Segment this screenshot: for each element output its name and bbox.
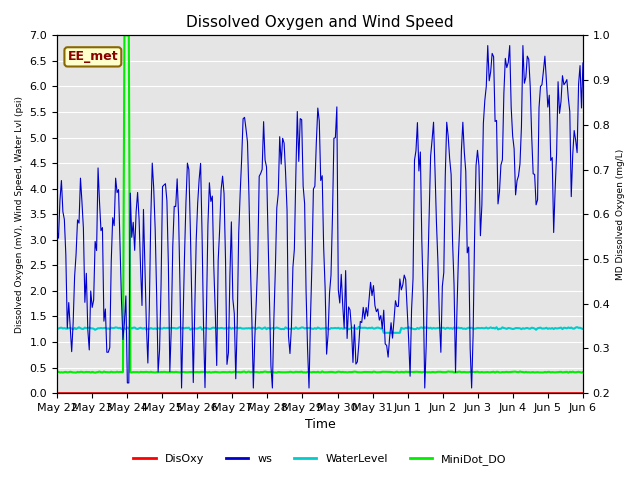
Y-axis label: MD Dissolved Oxygen (mg/L): MD Dissolved Oxygen (mg/L) [616, 149, 625, 280]
X-axis label: Time: Time [305, 419, 335, 432]
Y-axis label: Dissolved Oxygen (mV), Wind Speed, Water Lvl (psi): Dissolved Oxygen (mV), Wind Speed, Water… [15, 96, 24, 333]
Text: EE_met: EE_met [68, 50, 118, 63]
Legend: DisOxy, ws, WaterLevel, MiniDot_DO: DisOxy, ws, WaterLevel, MiniDot_DO [129, 450, 511, 469]
Title: Dissolved Oxygen and Wind Speed: Dissolved Oxygen and Wind Speed [186, 15, 454, 30]
